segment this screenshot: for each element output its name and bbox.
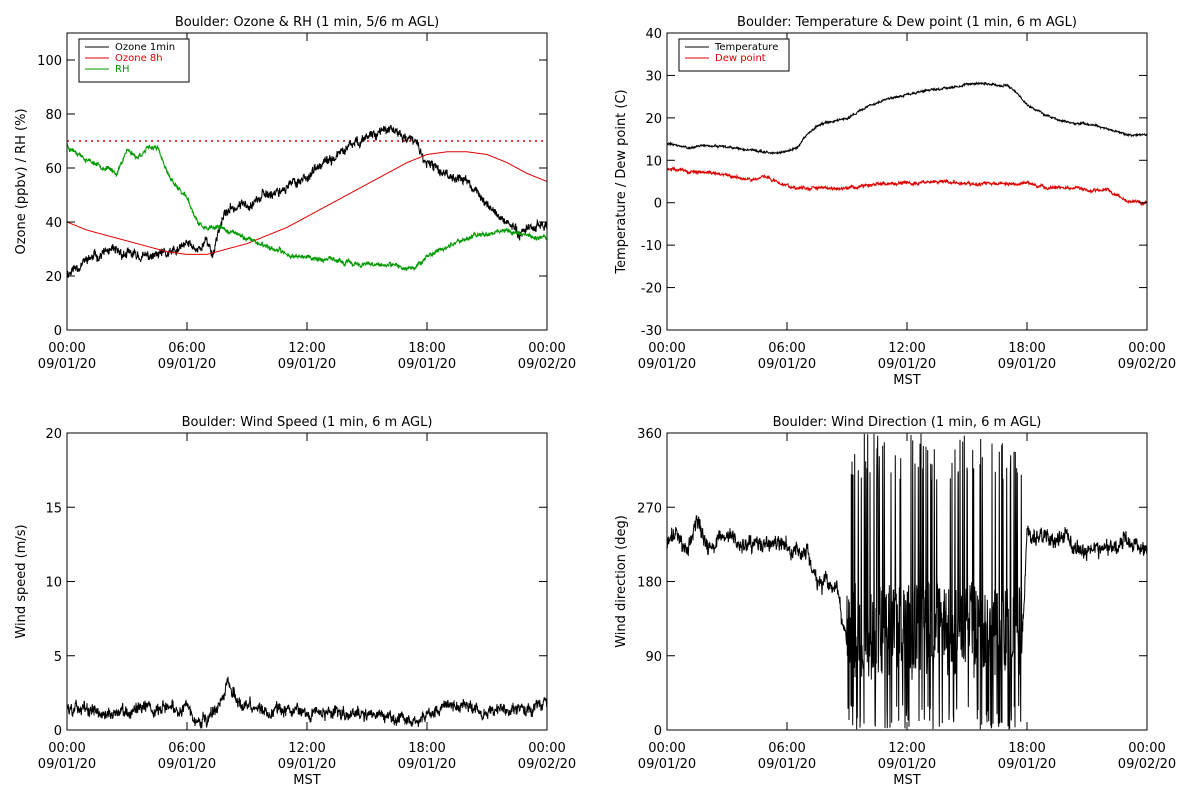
x-tick-label-date: 09/01/20 <box>38 357 96 372</box>
x-axis-label: MST <box>893 773 920 788</box>
legend-label: Ozone 8h <box>115 53 163 64</box>
x-tick-label-time: 00:00 <box>528 341 565 356</box>
y-tick-label: 40 <box>45 216 62 231</box>
series-line-temperature <box>666 81 1148 155</box>
legend-box <box>78 38 190 83</box>
x-tick-label-time: 00:00 <box>528 741 565 756</box>
x-tick-label-time: 06:00 <box>168 341 205 356</box>
x-tick-label-time: 06:00 <box>768 341 805 356</box>
panel-ozone_rh: Boulder: Ozone & RH (1 min, 5/6 m AGL) Oz… <box>14 15 576 372</box>
x-tick-label-date: 09/01/20 <box>158 757 216 772</box>
x-tick-label-time: 00:00 <box>1128 341 1165 356</box>
x-tick-label-date: 09/01/20 <box>638 357 696 372</box>
panel-temp_dew: Boulder: Temperature & Dew point (1 min,… <box>614 15 1176 388</box>
x-tick-label-time: 18:00 <box>408 341 445 356</box>
y-tick-label: 90 <box>645 650 662 665</box>
x-tick-label-date: 09/01/20 <box>158 357 216 372</box>
x-tick-label-time: 00:00 <box>48 741 85 756</box>
x-tick-label-date: 09/02/20 <box>1118 757 1176 772</box>
y-tick-label: -10 <box>641 239 662 254</box>
y-tick-label: 15 <box>45 501 62 516</box>
chart-title: Boulder: Ozone & RH (1 min, 5/6 m AGL) <box>175 15 439 30</box>
x-tick-label-date: 09/01/20 <box>398 357 456 372</box>
y-tick-label: 20 <box>45 427 62 442</box>
x-tick-label-date: 09/01/20 <box>398 757 456 772</box>
y-tick-label: 270 <box>637 501 662 516</box>
y-axis-label: Wind direction (deg) <box>614 515 629 648</box>
x-tick-label-date: 09/01/20 <box>998 757 1056 772</box>
x-tick-label-date: 09/01/20 <box>998 357 1056 372</box>
series-line-ozone-1min <box>66 124 548 278</box>
x-axis-label: MST <box>893 373 920 388</box>
x-tick-label-time: 18:00 <box>408 741 445 756</box>
chart-title: Boulder: Wind Speed (1 min, 6 m AGL) <box>182 415 433 430</box>
x-tick-label-time: 12:00 <box>888 341 925 356</box>
series-line-rh <box>66 143 548 272</box>
y-tick-label: 40 <box>645 27 662 42</box>
x-tick-label-time: 00:00 <box>648 341 685 356</box>
y-tick-label: 0 <box>654 724 662 739</box>
x-tick-label-date: 09/01/20 <box>38 757 96 772</box>
y-tick-label: 100 <box>37 54 62 69</box>
x-tick-label-time: 12:00 <box>288 741 325 756</box>
x-tick-label-date: 09/01/20 <box>278 757 336 772</box>
series-line-dew-point <box>666 166 1148 207</box>
chart-title: Boulder: Wind Direction (1 min, 6 m AGL) <box>773 415 1042 430</box>
y-tick-label: -30 <box>641 324 662 339</box>
x-tick-label-time: 18:00 <box>1008 341 1045 356</box>
y-tick-label: 10 <box>645 154 662 169</box>
x-tick-label-date: 09/02/20 <box>518 757 576 772</box>
x-tick-label-date: 09/01/20 <box>638 757 696 772</box>
series-line-0 <box>666 433 1148 730</box>
y-axis-label: Temperature / Dew point (C) <box>614 89 629 274</box>
chart-title: Boulder: Temperature & Dew point (1 min,… <box>737 15 1077 30</box>
y-tick-label: 20 <box>45 270 62 285</box>
x-tick-label-date: 09/02/20 <box>518 357 576 372</box>
y-tick-label: 10 <box>45 576 62 591</box>
legend-label: RH <box>115 64 129 75</box>
legend-label: Temperature <box>714 42 778 53</box>
y-tick-label: 0 <box>54 724 62 739</box>
x-tick-label-date: 09/01/20 <box>878 757 936 772</box>
y-tick-label: 60 <box>45 162 62 177</box>
x-tick-label-time: 12:00 <box>888 741 925 756</box>
series-line-ozone-8h <box>66 151 548 255</box>
legend-box <box>678 38 790 72</box>
y-tick-label: 80 <box>45 108 62 123</box>
x-tick-label-date: 09/01/20 <box>878 357 936 372</box>
y-tick-label: -20 <box>641 282 662 297</box>
x-tick-label-time: 06:00 <box>768 741 805 756</box>
x-tick-label-date: 09/01/20 <box>278 357 336 372</box>
y-axis-label: Ozone (ppbv) / RH (%) <box>14 108 29 254</box>
legend-label: Ozone 1min <box>115 42 175 53</box>
y-tick-label: 5 <box>54 650 62 665</box>
panel-wind_speed: Boulder: Wind Speed (1 min, 6 m AGL) Wind… <box>14 415 576 788</box>
y-tick-label: 20 <box>645 112 662 127</box>
x-tick-label-time: 12:00 <box>288 341 325 356</box>
x-axis-label: MST <box>293 773 320 788</box>
series-line-0 <box>66 676 548 729</box>
y-tick-label: 180 <box>637 576 662 591</box>
y-tick-label: 30 <box>645 69 662 84</box>
x-tick-label-time: 18:00 <box>1008 741 1045 756</box>
panel-wind_dir: Boulder: Wind Direction (1 min, 6 m AGL)… <box>614 415 1176 788</box>
x-tick-label-time: 00:00 <box>648 741 685 756</box>
x-tick-label-date: 09/01/20 <box>758 357 816 372</box>
x-tick-label-time: 00:00 <box>1128 741 1165 756</box>
y-tick-label: 360 <box>637 427 662 442</box>
legend-label: Dew point <box>715 53 766 64</box>
y-axis-label: Wind speed (m/s) <box>14 524 29 638</box>
x-tick-label-time: 06:00 <box>168 741 205 756</box>
y-tick-label: 0 <box>654 197 662 212</box>
y-tick-label: 0 <box>54 324 62 339</box>
x-tick-label-time: 00:00 <box>48 341 85 356</box>
x-tick-label-date: 09/01/20 <box>758 757 816 772</box>
x-tick-label-date: 09/02/20 <box>1118 357 1176 372</box>
